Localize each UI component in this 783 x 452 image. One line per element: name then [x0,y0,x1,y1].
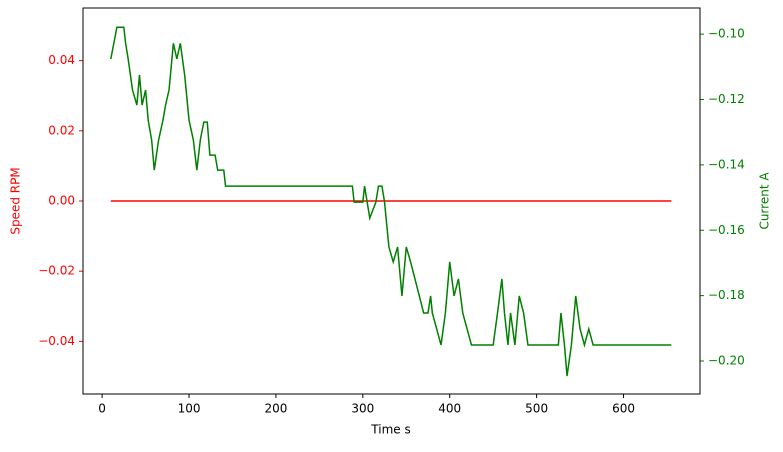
y2-tick-label: −0.12 [708,92,745,106]
y-tick-label: 0.00 [48,194,75,208]
data-line [110,26,672,377]
x-axis-label: Time s [370,423,410,437]
y2-tick-label: −0.14 [708,157,745,171]
y-tick-label: 0.02 [48,123,75,137]
y2-tick-label: −0.16 [708,223,745,237]
plot-frame [82,7,701,395]
x-tick-label: 600 [612,402,635,416]
x-tick-label: 200 [264,402,287,416]
y-tick-label: −0.02 [38,264,75,278]
x-tick-label: 0 [98,402,106,416]
y-tick-label: −0.04 [38,334,75,348]
x-tick-label: 100 [178,402,201,416]
y-axis-label: Speed RPM [9,167,23,234]
y2-tick-label: −0.20 [708,353,745,367]
x-tick-label: 400 [438,402,461,416]
x-tick-label: 500 [525,402,548,416]
y2-tick-label: −0.18 [708,288,745,302]
x-tick-label: 300 [351,402,374,416]
y2-tick-label: −0.10 [708,27,745,41]
y2-axis-label: Current A [758,172,772,230]
y-tick-label: 0.04 [48,53,75,67]
